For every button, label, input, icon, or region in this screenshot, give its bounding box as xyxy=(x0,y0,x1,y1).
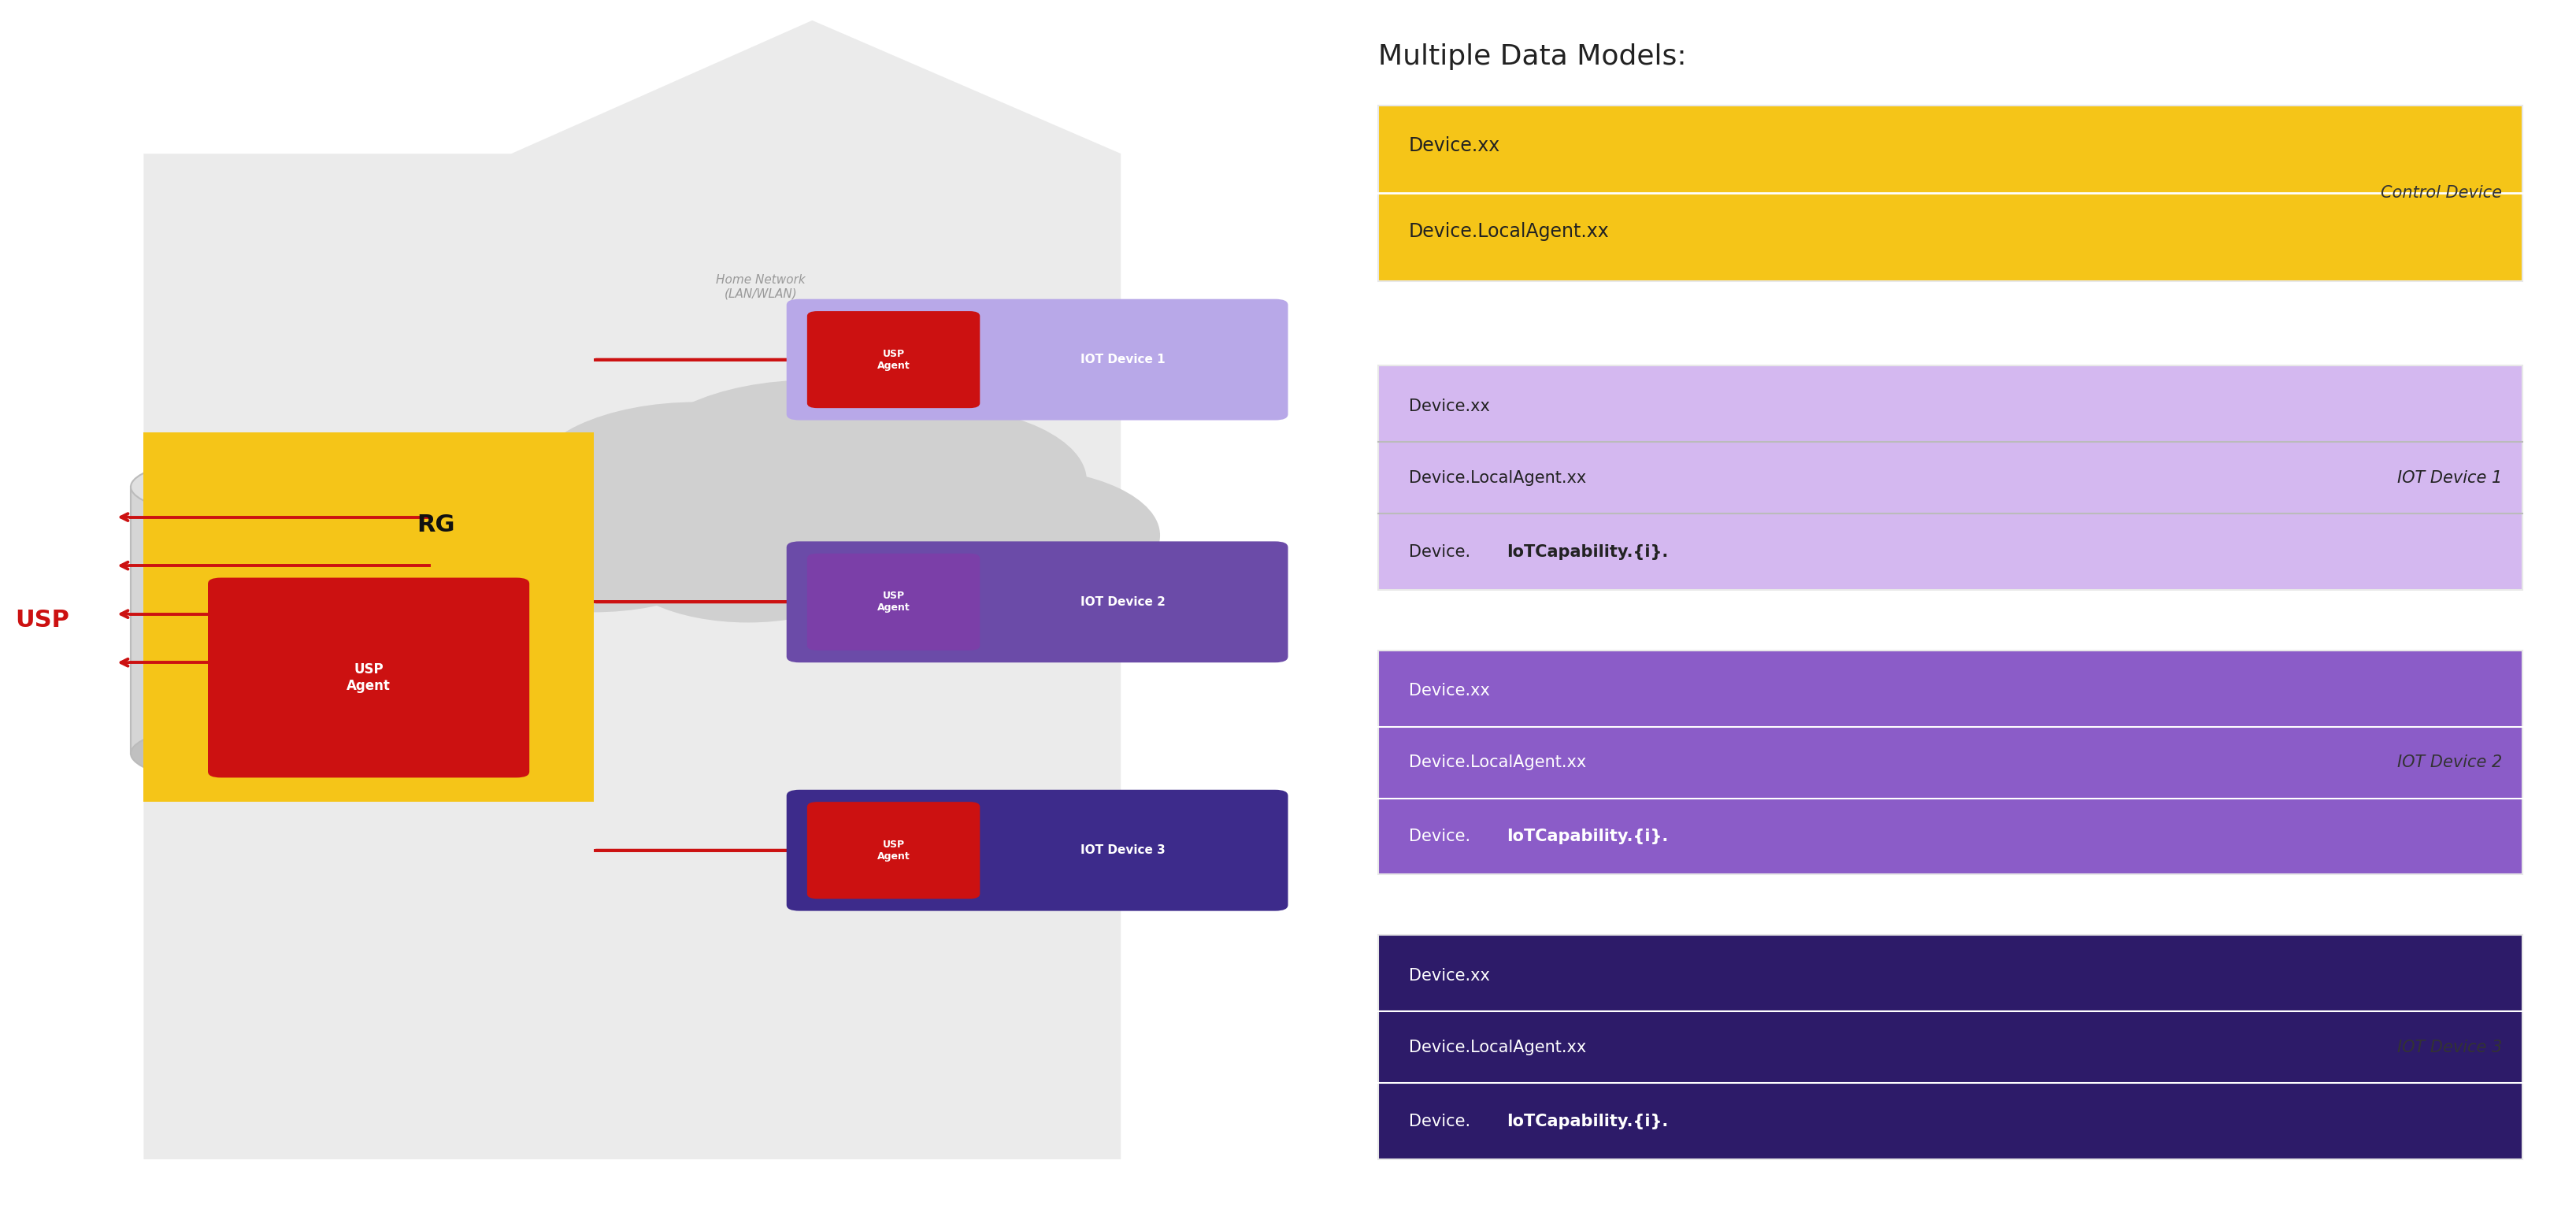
Ellipse shape xyxy=(131,452,430,520)
Text: IOT Device 3: IOT Device 3 xyxy=(1079,844,1164,856)
Text: Device.xx: Device.xx xyxy=(1409,136,1499,154)
FancyBboxPatch shape xyxy=(806,553,979,651)
Text: Control Device: Control Device xyxy=(2380,185,2501,201)
Text: USP: USP xyxy=(15,609,70,631)
Text: IOT Device 3: IOT Device 3 xyxy=(2396,1040,2501,1055)
FancyBboxPatch shape xyxy=(1378,366,2522,590)
Text: IoTCapability.{i}.: IoTCapability.{i}. xyxy=(1507,828,1669,844)
Text: IOT Device 2: IOT Device 2 xyxy=(2396,755,2501,771)
Text: Device.LocalAgent.xx: Device.LocalAgent.xx xyxy=(1409,469,1587,485)
Text: Device.xx: Device.xx xyxy=(1409,398,1489,413)
Polygon shape xyxy=(144,21,1121,1159)
FancyBboxPatch shape xyxy=(806,311,979,409)
FancyBboxPatch shape xyxy=(806,801,979,899)
Ellipse shape xyxy=(131,720,430,787)
Circle shape xyxy=(636,379,987,545)
FancyBboxPatch shape xyxy=(786,299,1288,421)
Text: Device.LocalAgent.xx: Device.LocalAgent.xx xyxy=(1409,1040,1587,1055)
Text: Uplink: Uplink xyxy=(260,614,299,626)
Text: RG: RG xyxy=(417,513,456,536)
Text: Device.LocalAgent.xx: Device.LocalAgent.xx xyxy=(1409,755,1587,771)
Circle shape xyxy=(613,496,881,623)
Text: IOT Device 2: IOT Device 2 xyxy=(1079,596,1164,608)
Text: IOT Device 1: IOT Device 1 xyxy=(1079,354,1164,366)
Text: Device.LocalAgent.xx: Device.LocalAgent.xx xyxy=(1409,223,1610,241)
Text: IOT Device 1: IOT Device 1 xyxy=(2396,469,2501,485)
Text: Device.: Device. xyxy=(1409,544,1471,559)
Text: IoTCapability.{i}.: IoTCapability.{i}. xyxy=(1507,1114,1669,1130)
Bar xyxy=(131,486,430,754)
Text: USP
Agent: USP Agent xyxy=(876,349,909,371)
FancyBboxPatch shape xyxy=(1378,105,2522,281)
Text: Device.xx: Device.xx xyxy=(1409,968,1489,984)
FancyBboxPatch shape xyxy=(144,433,592,801)
Text: USP
Agent: USP Agent xyxy=(876,839,909,861)
Circle shape xyxy=(770,406,1087,556)
FancyBboxPatch shape xyxy=(209,578,531,777)
FancyBboxPatch shape xyxy=(1378,651,2522,874)
Circle shape xyxy=(752,507,1002,625)
Text: USP
Agent: USP Agent xyxy=(348,663,392,693)
Circle shape xyxy=(531,402,863,559)
Text: IoTCapability.{i}.: IoTCapability.{i}. xyxy=(1507,544,1669,559)
Text: Home Network
(LAN/WLAN): Home Network (LAN/WLAN) xyxy=(716,274,806,299)
Circle shape xyxy=(876,468,1159,602)
Text: Device.: Device. xyxy=(1409,828,1471,844)
FancyBboxPatch shape xyxy=(1378,935,2522,1159)
Text: Device.xx: Device.xx xyxy=(1409,683,1489,699)
Text: USP
Agent: USP Agent xyxy=(876,591,909,613)
Bar xyxy=(131,486,430,754)
FancyBboxPatch shape xyxy=(786,789,1288,911)
Text: Device.: Device. xyxy=(1409,1114,1471,1130)
Circle shape xyxy=(443,471,744,612)
Text: Multiple Data Models:: Multiple Data Models: xyxy=(1378,44,1687,71)
FancyBboxPatch shape xyxy=(786,541,1288,663)
